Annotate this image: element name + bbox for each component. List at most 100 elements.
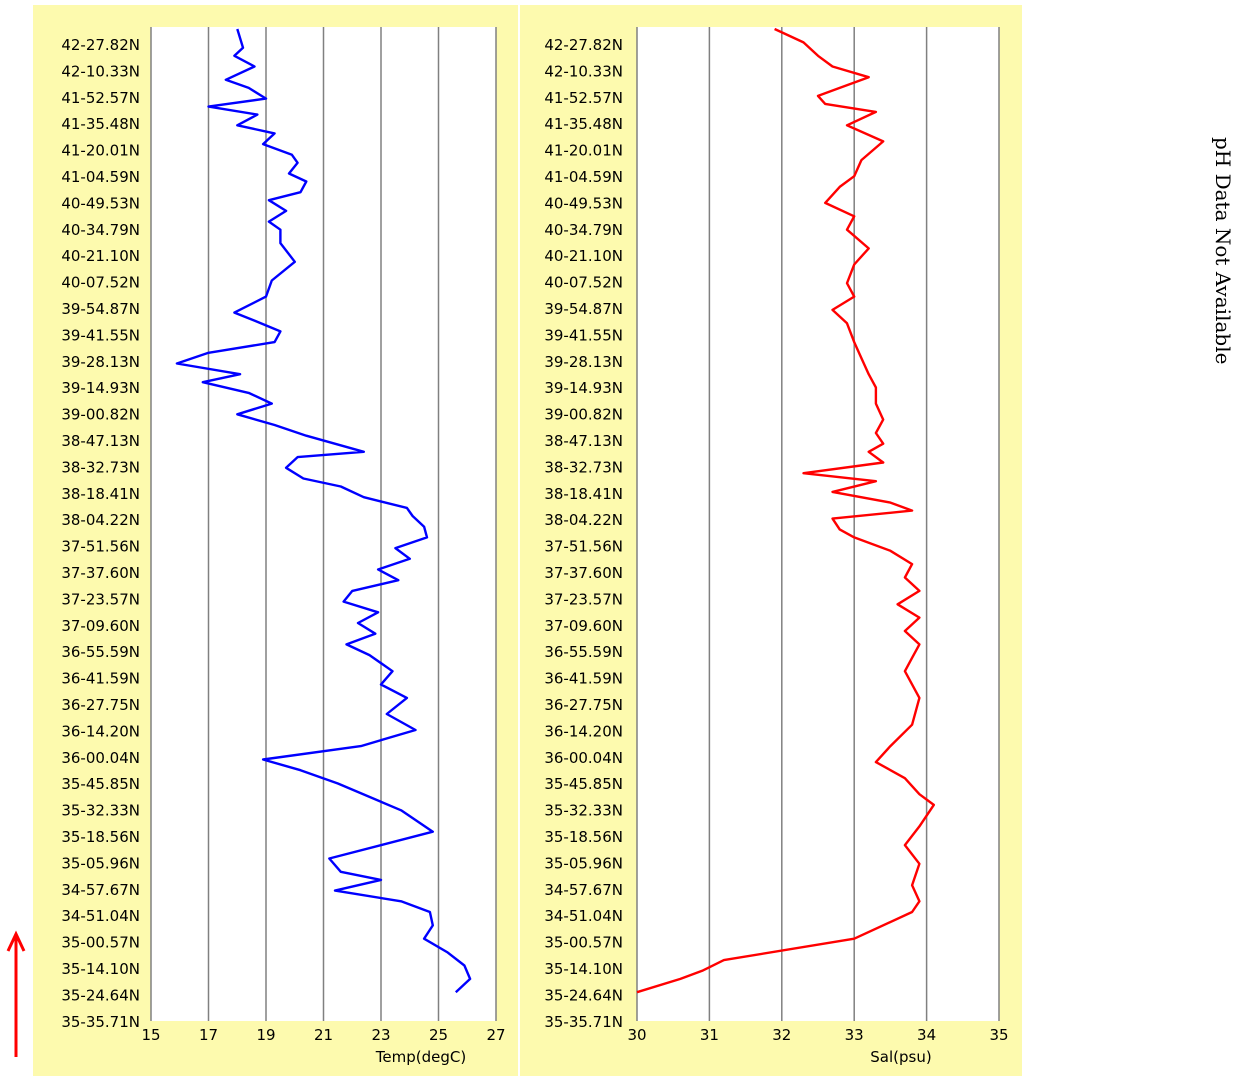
temp-latitude-label: 38-04.22N: [61, 511, 140, 529]
sal-latitude-label: 35-14.10N: [544, 960, 623, 978]
temp-latitude-label: 35-14.10N: [61, 960, 140, 978]
temp-latitude-label: 40-34.79N: [61, 221, 140, 239]
temp-latitude-label: 41-20.01N: [61, 142, 140, 160]
temp-x-tick-label: 21: [314, 1026, 333, 1044]
sal-x-tick-label: 30: [627, 1026, 646, 1044]
sal-latitude-label: 34-51.04N: [544, 907, 623, 925]
sal-latitude-label: 39-41.55N: [544, 326, 623, 344]
temp-latitude-label: 40-21.10N: [61, 247, 140, 265]
temp-latitude-label: 39-00.82N: [61, 406, 140, 424]
sal-latitude-label: 36-00.04N: [544, 749, 623, 767]
temp-latitude-label: 37-51.56N: [61, 538, 140, 556]
salinity-chart: 30 31 32 33 34 35 Sal(psu) 42-27.82N 42-10.33N 41…: [544, 27, 1009, 1066]
temp-latitude-label: 36-41.59N: [61, 670, 140, 688]
sal-latitude-label: 42-27.82N: [544, 36, 623, 54]
sal-latitude-label: 41-20.01N: [544, 142, 623, 160]
sal-latitude-label: 34-57.67N: [544, 881, 623, 899]
temp-x-tick-label: 19: [256, 1026, 275, 1044]
sal-latitude-label: 35-18.56N: [544, 828, 623, 846]
sal-x-tick-label: 34: [917, 1026, 936, 1044]
temp-x-tick-label: 27: [486, 1026, 505, 1044]
sal-latitude-label: 39-54.87N: [544, 300, 623, 318]
temp-latitude-label: 34-51.04N: [61, 907, 140, 925]
temp-latitude-label: 38-18.41N: [61, 485, 140, 503]
temp-latitude-label: 35-45.85N: [61, 775, 140, 793]
sal-latitude-label: 38-04.22N: [544, 511, 623, 529]
temp-latitude-label: 35-35.71N: [61, 1013, 140, 1031]
sal-latitude-label: 35-45.85N: [544, 775, 623, 793]
temp-latitude-label: 39-54.87N: [61, 300, 140, 318]
sal-latitude-label: 39-14.93N: [544, 379, 623, 397]
temp-latitude-label: 36-27.75N: [61, 696, 140, 714]
sal-latitude-label: 36-41.59N: [544, 670, 623, 688]
sal-latitude-label: 35-32.33N: [544, 802, 623, 820]
sal-x-tick-label: 35: [989, 1026, 1008, 1044]
sal-latitude-label: 36-27.75N: [544, 696, 623, 714]
temp-latitude-label: 37-37.60N: [61, 564, 140, 582]
temp-latitude-label: 35-00.57N: [61, 934, 140, 952]
sal-latitude-label: 41-35.48N: [544, 115, 623, 133]
sal-latitude-label: 42-10.33N: [544, 62, 623, 80]
temp-latitude-label: 40-49.53N: [61, 194, 140, 212]
sal-latitude-label: 40-21.10N: [544, 247, 623, 265]
sal-latitude-label: 41-52.57N: [544, 89, 623, 107]
sal-latitude-label: 36-14.20N: [544, 722, 623, 740]
sal-latitude-label: 40-49.53N: [544, 194, 623, 212]
sal-latitude-label: 40-34.79N: [544, 221, 623, 239]
sal-latitude-label: 37-23.57N: [544, 590, 623, 608]
sal-x-tick-label: 33: [845, 1026, 864, 1044]
temp-latitude-label: 34-57.67N: [61, 881, 140, 899]
temp-x-axis-title: Temp(degC): [375, 1048, 466, 1066]
temp-latitude-label: 35-05.96N: [61, 854, 140, 872]
temp-latitude-label: 41-35.48N: [61, 115, 140, 133]
sal-plot-area: [637, 27, 999, 1021]
sal-latitude-label: 35-00.57N: [544, 934, 623, 952]
sal-latitude-label: 36-55.59N: [544, 643, 623, 661]
sal-latitude-label: 35-05.96N: [544, 854, 623, 872]
temp-latitude-label: 35-18.56N: [61, 828, 140, 846]
temp-latitude-label: 39-14.93N: [61, 379, 140, 397]
sal-latitude-label: 37-37.60N: [544, 564, 623, 582]
temp-x-tick-label: 23: [371, 1026, 390, 1044]
ph-not-available-note: pH Data Not Available: [1211, 137, 1235, 365]
temp-latitude-label: 35-32.33N: [61, 802, 140, 820]
sal-latitude-label: 35-35.71N: [544, 1013, 623, 1031]
temp-latitude-label: 41-04.59N: [61, 168, 140, 186]
up-arrow-head: [6, 930, 26, 952]
temp-latitude-label: 40-07.52N: [61, 274, 140, 292]
temp-x-tick-label: 17: [199, 1026, 218, 1044]
temp-latitude-label: 37-23.57N: [61, 590, 140, 608]
temp-latitude-label: 42-27.82N: [61, 36, 140, 54]
temp-latitude-label: 38-32.73N: [61, 458, 140, 476]
sal-latitude-label: 35-24.64N: [544, 986, 623, 1004]
temp-latitude-label: 36-00.04N: [61, 749, 140, 767]
sal-latitude-label: 37-09.60N: [544, 617, 623, 635]
direction-arrow: [6, 930, 26, 1057]
sal-latitude-label: 40-07.52N: [544, 274, 623, 292]
sal-latitude-label: 38-32.73N: [544, 458, 623, 476]
sal-latitude-label: 38-47.13N: [544, 432, 623, 450]
temp-latitude-label: 36-14.20N: [61, 722, 140, 740]
temp-series-line: [175, 28, 472, 994]
temp-latitude-label: 41-52.57N: [61, 89, 140, 107]
sal-latitude-label: 41-04.59N: [544, 168, 623, 186]
temp-latitude-label: 39-41.55N: [61, 326, 140, 344]
temp-latitude-label: 36-55.59N: [61, 643, 140, 661]
sal-latitude-label: 37-51.56N: [544, 538, 623, 556]
sal-latitude-label: 39-28.13N: [544, 353, 623, 371]
sal-x-tick-label: 31: [700, 1026, 719, 1044]
temp-latitude-label: 42-10.33N: [61, 62, 140, 80]
temp-latitude-label: 35-24.64N: [61, 986, 140, 1004]
sal-x-tick-label: 32: [772, 1026, 791, 1044]
temp-x-tick-label: 15: [141, 1026, 160, 1044]
sal-series-line: [636, 27, 935, 994]
sal-latitude-label: 38-18.41N: [544, 485, 623, 503]
sal-x-axis-title: Sal(psu): [870, 1048, 931, 1066]
temp-latitude-label: 38-47.13N: [61, 432, 140, 450]
temp-x-tick-label: 25: [429, 1026, 448, 1044]
temp-latitude-label: 39-28.13N: [61, 353, 140, 371]
temp-latitude-label: 37-09.60N: [61, 617, 140, 635]
sal-latitude-label: 39-00.82N: [544, 406, 623, 424]
